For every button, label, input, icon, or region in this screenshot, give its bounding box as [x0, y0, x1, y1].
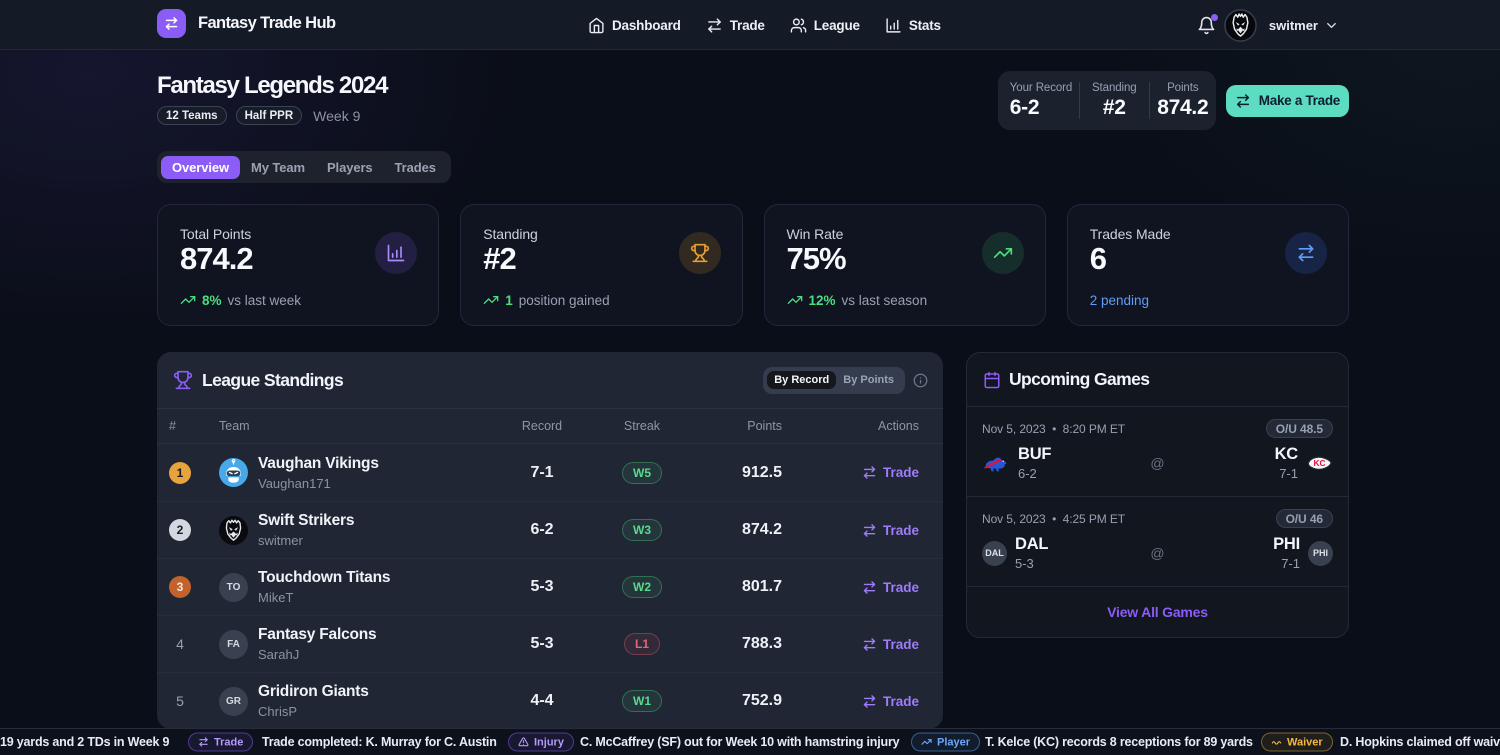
svg-text:KC: KC [1313, 458, 1325, 468]
